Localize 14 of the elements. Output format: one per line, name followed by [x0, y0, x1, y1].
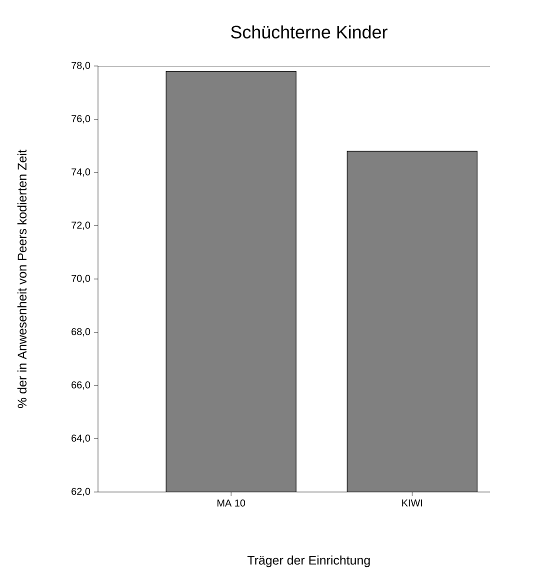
chart-title: Schüchterne Kinder	[231, 25, 388, 38]
y-tick-label: 76,0	[72, 115, 90, 124]
y-tick-label: 68,0	[72, 328, 90, 336]
x-axis-title: Träger der Einrichtung	[247, 556, 370, 568]
y-tick-label: 70,0	[72, 274, 90, 284]
y-tick-label: 78,0	[72, 62, 90, 70]
x-tick-label: MA 10	[218, 500, 246, 507]
y-axis-title: % der in Anwesenheit von Peers kodierten Zeit	[17, 150, 27, 408]
y-tick-label: 66,0	[72, 381, 90, 390]
y-tick-label: 64,0	[72, 434, 90, 443]
y-tick-label: 72,0	[72, 222, 90, 230]
y-tick-label: 62,0	[72, 488, 90, 496]
y-tick-label: 74,0	[72, 168, 90, 177]
x-tick-label: KIWI	[402, 500, 422, 506]
